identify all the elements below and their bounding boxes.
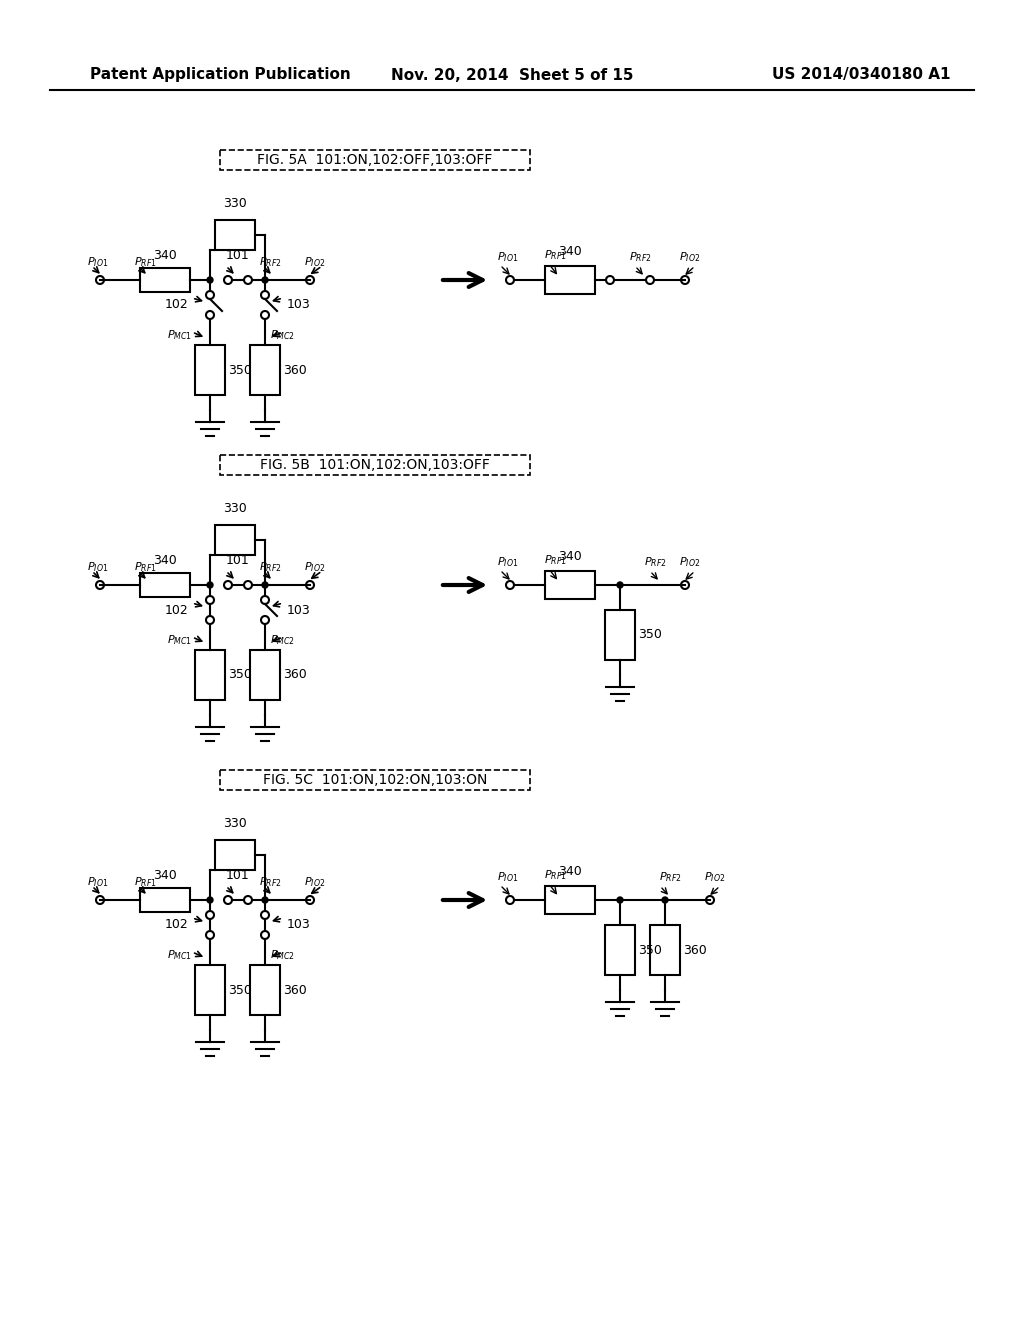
Circle shape — [262, 898, 268, 903]
Text: $P_{IO1}$: $P_{IO1}$ — [498, 249, 519, 264]
Bar — [220, 770, 530, 789]
Text: 102: 102 — [164, 603, 188, 616]
Text: 350: 350 — [228, 983, 252, 997]
Text: $P_{RF1}$: $P_{RF1}$ — [133, 255, 157, 269]
Bar — [140, 268, 190, 292]
Bar — [140, 888, 190, 912]
Bar — [195, 345, 225, 395]
Bar — [545, 572, 595, 599]
Text: 101: 101 — [226, 554, 250, 568]
Text: 360: 360 — [283, 363, 307, 376]
Text: 360: 360 — [283, 668, 307, 681]
Text: $P_{IO1}$: $P_{IO1}$ — [87, 255, 109, 269]
Text: $P_{IO2}$: $P_{IO2}$ — [679, 249, 700, 264]
Text: $P_{RF2}$: $P_{RF2}$ — [658, 870, 681, 884]
Text: 102: 102 — [164, 298, 188, 312]
Bar — [605, 925, 635, 975]
Text: 350: 350 — [638, 944, 662, 957]
Bar — [215, 525, 255, 554]
Text: $P_{IO1}$: $P_{IO1}$ — [87, 560, 109, 574]
Text: $P_{IO2}$: $P_{IO2}$ — [679, 554, 700, 569]
Bar — [215, 220, 255, 249]
Text: 103: 103 — [287, 298, 310, 312]
Text: 103: 103 — [287, 603, 310, 616]
Text: $P_{RF1}$: $P_{RF1}$ — [544, 869, 566, 882]
Bar — [250, 965, 280, 1015]
Text: 350: 350 — [228, 363, 252, 376]
Text: $P_{RF2}$: $P_{RF2}$ — [644, 554, 667, 569]
Bar — [220, 150, 530, 170]
Bar — [250, 649, 280, 700]
Text: $P_{IO1}$: $P_{IO1}$ — [87, 875, 109, 888]
Text: FIG. 5B  101:ON,102:ON,103:OFF: FIG. 5B 101:ON,102:ON,103:OFF — [260, 458, 489, 473]
Bar — [195, 649, 225, 700]
Text: 101: 101 — [226, 249, 250, 261]
Text: 360: 360 — [683, 944, 707, 957]
Text: 340: 340 — [558, 865, 582, 878]
Circle shape — [207, 898, 213, 903]
Text: $P_{RF1}$: $P_{RF1}$ — [133, 560, 157, 574]
Text: $P_{IO2}$: $P_{IO2}$ — [304, 875, 326, 888]
Text: $P_{RF2}$: $P_{RF2}$ — [259, 560, 282, 574]
Text: 340: 340 — [558, 246, 582, 257]
Bar — [250, 345, 280, 395]
Circle shape — [617, 582, 623, 587]
Circle shape — [207, 277, 213, 282]
Circle shape — [262, 277, 268, 282]
Bar — [220, 455, 530, 475]
Text: 340: 340 — [154, 554, 177, 568]
Bar — [140, 573, 190, 597]
Text: 360: 360 — [283, 983, 307, 997]
Text: 330: 330 — [223, 502, 247, 515]
Text: $P_{IO1}$: $P_{IO1}$ — [498, 870, 519, 884]
Text: $P_{RF1}$: $P_{RF1}$ — [544, 553, 566, 566]
Text: $P_{RF1}$: $P_{RF1}$ — [544, 248, 566, 261]
Text: 102: 102 — [164, 919, 188, 932]
Bar — [545, 886, 595, 913]
Text: $P_{MC2}$: $P_{MC2}$ — [270, 329, 295, 342]
Text: 350: 350 — [638, 628, 662, 642]
Text: FIG. 5A  101:ON,102:OFF,103:OFF: FIG. 5A 101:ON,102:OFF,103:OFF — [257, 153, 493, 168]
Text: $P_{IO2}$: $P_{IO2}$ — [304, 560, 326, 574]
Text: $P_{RF2}$: $P_{RF2}$ — [629, 249, 651, 264]
Text: $P_{IO2}$: $P_{IO2}$ — [304, 255, 326, 269]
Text: 101: 101 — [226, 869, 250, 882]
Text: $P_{IO1}$: $P_{IO1}$ — [498, 554, 519, 569]
Bar — [545, 267, 595, 294]
Text: 330: 330 — [223, 817, 247, 830]
Bar — [605, 610, 635, 660]
Text: $P_{MC1}$: $P_{MC1}$ — [167, 329, 193, 342]
Text: $P_{MC1}$: $P_{MC1}$ — [167, 634, 193, 647]
Text: 330: 330 — [223, 197, 247, 210]
Circle shape — [207, 582, 213, 587]
Circle shape — [662, 898, 668, 903]
Text: Patent Application Publication: Patent Application Publication — [90, 67, 351, 82]
Text: 340: 340 — [558, 550, 582, 564]
Text: $P_{MC2}$: $P_{MC2}$ — [270, 634, 295, 647]
Text: $P_{IO2}$: $P_{IO2}$ — [705, 870, 726, 884]
Bar — [650, 925, 680, 975]
Text: $P_{RF1}$: $P_{RF1}$ — [133, 875, 157, 888]
Bar — [195, 965, 225, 1015]
Circle shape — [617, 898, 623, 903]
Text: $P_{MC1}$: $P_{MC1}$ — [167, 948, 193, 962]
Text: 340: 340 — [154, 869, 177, 882]
Text: $P_{MC2}$: $P_{MC2}$ — [270, 948, 295, 962]
Bar — [215, 840, 255, 870]
Text: 340: 340 — [154, 249, 177, 261]
Text: US 2014/0340180 A1: US 2014/0340180 A1 — [771, 67, 950, 82]
Text: Nov. 20, 2014  Sheet 5 of 15: Nov. 20, 2014 Sheet 5 of 15 — [391, 67, 633, 82]
Circle shape — [262, 582, 268, 587]
Text: FIG. 5C  101:ON,102:ON,103:ON: FIG. 5C 101:ON,102:ON,103:ON — [263, 774, 487, 787]
Text: $P_{RF2}$: $P_{RF2}$ — [259, 875, 282, 888]
Text: 103: 103 — [287, 919, 310, 932]
Text: 350: 350 — [228, 668, 252, 681]
Text: $P_{RF2}$: $P_{RF2}$ — [259, 255, 282, 269]
